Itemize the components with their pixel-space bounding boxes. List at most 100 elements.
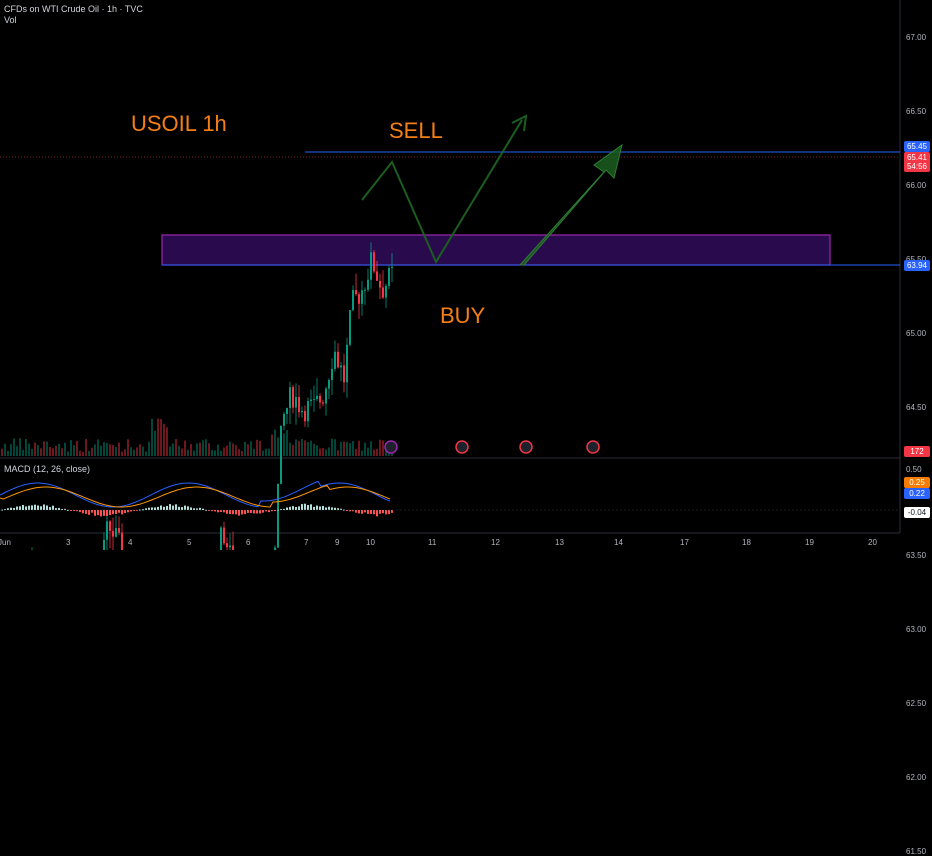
volume-bar [337, 450, 339, 456]
macd-histogram-bar [238, 510, 240, 516]
macd-histogram-bar [370, 510, 372, 514]
volume-bar [172, 443, 174, 456]
macd-histogram-bar [100, 510, 102, 517]
candle-body [283, 413, 285, 426]
macd-histogram-bar [385, 510, 387, 515]
macd-histogram-bar [253, 510, 255, 514]
volume-bar [37, 445, 39, 456]
time-tick: 9 [335, 538, 340, 547]
annotation-sell: SELL [389, 118, 443, 143]
volume-bar [220, 450, 222, 456]
macd-histogram-bar [292, 506, 294, 510]
volume-bar [325, 449, 327, 456]
macd-histogram-bar [280, 508, 282, 510]
volume-bar [61, 448, 63, 456]
macd-histogram-bar [205, 509, 207, 511]
candle-body [316, 395, 318, 400]
macd-histogram-bar [178, 506, 180, 510]
volume-bar [298, 440, 300, 456]
macd-histogram-bar [91, 510, 93, 513]
volume-bar [349, 443, 351, 456]
macd-histogram-bar [244, 510, 246, 515]
time-tick: 14 [614, 538, 623, 547]
volume-bar [268, 448, 270, 456]
macd-histogram-bar [43, 504, 45, 510]
macd-histogram-bar [70, 510, 72, 511]
volume-bar [124, 449, 126, 456]
chart-canvas[interactable] [0, 0, 932, 550]
macd-histogram-bar [340, 508, 342, 510]
volume-bar [88, 450, 90, 456]
volume-bar [106, 443, 108, 456]
volume-bar [193, 450, 195, 456]
macd-histogram-bar [202, 508, 204, 510]
macd-histogram-bar [58, 507, 60, 510]
macd-histogram-bar [82, 510, 84, 514]
macd-histogram-bar [298, 506, 300, 510]
time-tick: Jun [0, 538, 11, 547]
macd-tick: 0.50 [906, 465, 922, 474]
volume-bar [22, 449, 24, 456]
candle-body [379, 280, 381, 288]
macd-histogram-bar [163, 506, 165, 510]
candle-body [286, 408, 288, 414]
big-up-arrow [518, 143, 623, 266]
projection-zigzag-line [361, 119, 523, 265]
volume-bar [256, 439, 258, 456]
macd-histogram-bar [193, 508, 195, 510]
volume-bar [307, 442, 309, 456]
macd-histogram-bar [310, 504, 312, 510]
macd-histogram-bar [223, 510, 225, 513]
macd-histogram-bar [160, 505, 162, 510]
candle-body [109, 521, 111, 531]
candle-body [391, 266, 393, 269]
volume-bar [121, 451, 123, 456]
volume-bar [19, 438, 21, 456]
candle-body [382, 287, 384, 298]
price-tick: 65.00 [906, 329, 927, 338]
volume-bar [379, 439, 381, 456]
volume-bar [370, 441, 372, 456]
macd-histogram-bar [76, 510, 78, 512]
candle-body [361, 290, 363, 304]
volume-bar [16, 446, 18, 456]
volume-bar [187, 449, 189, 456]
volume-bar [373, 449, 375, 456]
volume-bar [319, 448, 321, 456]
volume-bar [304, 440, 306, 456]
volume-bar [79, 450, 81, 456]
macd-histogram-bar [271, 510, 273, 512]
signal-line [0, 484, 391, 508]
macd-histogram-bar [241, 510, 243, 515]
volume-bar [244, 441, 246, 456]
macd-histogram-bar [388, 510, 390, 515]
candle-body [115, 528, 117, 537]
volume-bar [277, 437, 279, 456]
macd-histogram-bar [217, 510, 219, 513]
volume-bar [91, 447, 93, 456]
macd-histogram-bar [208, 510, 210, 511]
volume-bar [286, 430, 288, 456]
volume-bar [94, 444, 96, 456]
macd-histogram-bar [130, 510, 132, 512]
candle-body [355, 290, 357, 295]
macd-histogram-bar [46, 505, 48, 510]
price-tick: 67.00 [906, 33, 927, 42]
volume-bar [64, 442, 66, 456]
macd-histogram-bar [214, 510, 216, 512]
macd-label: MACD (12, 26, close) [4, 464, 91, 474]
candle-body [331, 368, 333, 381]
volume-bar [130, 447, 132, 456]
candle-body [376, 271, 378, 281]
macd-histogram-bar [325, 507, 327, 510]
macd-histogram-bar [328, 506, 330, 510]
volume-bar [100, 445, 102, 456]
volume-bar [238, 449, 240, 456]
macd-histogram-bar [106, 510, 108, 516]
macd-histogram-bar [64, 508, 66, 510]
candle-body [310, 399, 312, 402]
price-tick: 63.50 [906, 551, 927, 560]
macd-histogram-bar [379, 510, 381, 514]
volume-bar [40, 448, 42, 456]
candle-body [385, 285, 387, 298]
